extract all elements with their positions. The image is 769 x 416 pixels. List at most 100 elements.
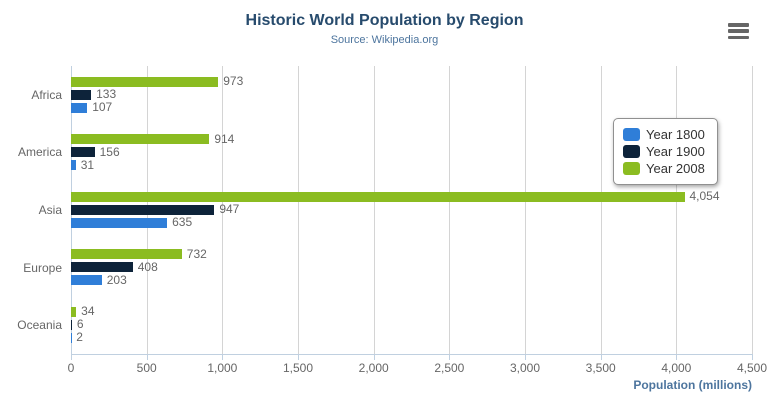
category-slot-asia: Asia 4,054 947 635 [39,181,752,239]
bar-africa-year-1900[interactable] [71,89,92,100]
bar-america-year-1800[interactable] [71,160,76,171]
gridline-2000 [373,66,375,354]
gridline-3000 [525,66,526,354]
x-axis-tick-label: 2,000 [358,361,389,375]
legend-label: Year 1900 [646,144,705,159]
bar-row: 635 [71,216,752,229]
x-axis-tick-label: 4,000 [661,361,692,375]
bar-value-label: 156 [99,144,120,159]
x-axis-title: Population (millions) [633,378,752,392]
chart-title: Historic World Population by Region [245,12,524,29]
bar-africa-year-1800[interactable] [71,102,88,113]
legend-item-year-1800[interactable]: Year 1800 [623,126,705,143]
category-slot-oceania: Oceania 34 6 2 [17,296,752,354]
bar-value-label: 203 [106,272,127,287]
bar-value-label: 107 [92,100,113,114]
gridline-1000 [222,66,224,354]
gridline-2500 [449,66,451,354]
bar-group: 4,054 947 635 [71,181,752,229]
hamburger-menu-icon[interactable] [728,23,749,39]
bar-value-label: 408 [137,259,158,274]
x-axis-tick [752,354,753,360]
bar-group: 732 408 203 [71,239,752,287]
x-axis-tick-label: 2,500 [434,361,465,375]
bar-america-year-2008[interactable] [71,134,210,145]
bar-europe-year-1800[interactable] [71,275,102,286]
bar-value-label: 947 [219,202,240,217]
x-axis-tick [71,354,72,360]
bar-row: 947 [71,203,752,216]
bar-oceania-year-2008[interactable] [71,306,77,317]
bar-row: 4,054 [71,190,752,203]
bar-america-year-1900[interactable] [71,147,95,158]
legend-item-year-1900[interactable]: Year 1900 [623,143,705,160]
x-axis-tick [525,354,526,360]
legend-swatch-year-1900 [623,145,640,158]
bar-row: 156 [71,144,752,159]
category-slot-africa: Africa 973 133 107 [31,66,752,124]
bar-value-label: 34 [81,304,95,319]
x-axis-tick [298,354,299,360]
gridline-1500 [298,66,299,354]
bar-oceania-year-1900[interactable] [71,319,72,330]
bar-row: 732 [71,246,752,261]
chart-subtitle: Source: Wikipedia.org [330,34,439,46]
legend-item-year-2008[interactable]: Year 2008 [623,160,705,177]
bar-row: 107 [71,101,752,114]
bar-row: 6 [71,318,752,331]
bar-row: 973 [71,75,752,88]
category-label-oceania: Oceania [17,318,62,333]
x-axis-tick-label: 3,000 [509,361,541,375]
bar-row: 31 [71,157,752,172]
bar-value-label: 635 [172,215,193,230]
x-axis-line [71,354,752,355]
bar-value-label: 4,054 [689,189,720,204]
legend-label: Year 2008 [646,161,705,176]
category-slot-europe: Europe 732 408 203 [23,239,752,297]
x-axis-tick-label: 4,500 [736,361,768,375]
bar-asia-year-1900[interactable] [71,204,215,215]
bar-value-label: 2 [76,330,83,345]
plot-area: 0 500 1,000 1,500 2,000 2,500 3,000 3,500 4,000 4… [17,66,767,375]
category-label-europe: Europe [23,260,62,275]
legend-swatch-year-1800 [623,128,640,141]
category-slot-america: America 914 156 31 [18,124,752,182]
bar-value-label: 6 [76,317,84,332]
bar-europe-year-2008[interactable] [71,249,182,260]
gridline-4000 [676,66,678,354]
bar-row: 203 [71,272,752,287]
x-axis-tick-label: 0 [67,361,75,375]
category-label-africa: Africa [31,87,62,102]
bar-group: 34 6 2 [71,296,752,344]
x-axis-tick [373,354,375,360]
legend: Year 1800 Year 1900 Year 2008 [613,118,718,185]
legend-swatch-year-2008 [623,162,640,175]
bar-value-label: 732 [186,246,207,261]
category-label-america: America [17,145,62,160]
gridline-4500 [752,66,753,354]
x-axis-tick-label: 3,500 [585,361,616,375]
bar-value-label: 973 [223,74,244,88]
bar-asia-year-1800[interactable] [71,217,168,228]
x-axis-tick-label: 1,000 [207,361,238,375]
x-axis-tick [600,354,602,360]
bar-europe-year-1900[interactable] [71,262,133,273]
x-axis-tick-label: 1,500 [282,361,314,375]
category-label-asia: Asia [38,202,62,217]
bar-row: 34 [71,305,752,318]
bar-value-label: 133 [96,87,117,101]
x-axis-tick [222,354,224,360]
bar-asia-year-2008[interactable] [71,191,685,202]
bar-row: 408 [71,259,752,274]
bar-value-label: 914 [214,131,235,146]
gridline-3500 [600,66,602,354]
x-axis-tick [676,354,678,360]
bar-row: 133 [71,88,752,101]
bar-group: 914 156 31 [71,124,752,172]
bar-africa-year-2008[interactable] [71,76,219,87]
bar-row: 914 [71,131,752,146]
bar-row: 2 [71,331,752,344]
bar-value-label: 31 [80,157,95,172]
x-axis-tick [146,354,148,360]
